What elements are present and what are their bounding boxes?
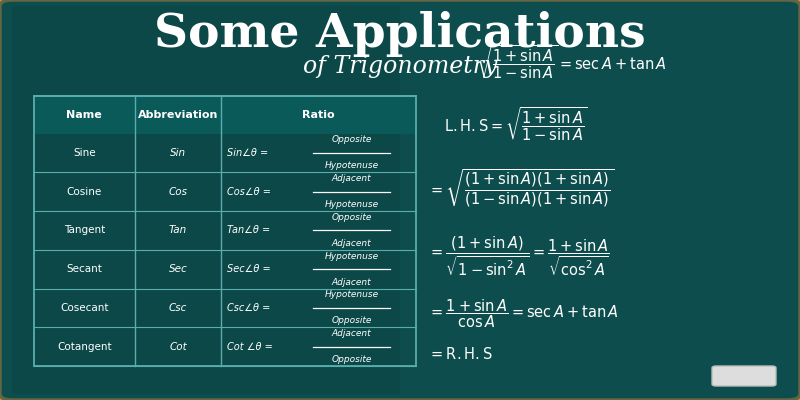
Text: $= \dfrac{(1+\sin A)}{\sqrt{1-\sin^2 A}} = \dfrac{1+\sin A}{\sqrt{\cos^2 A}}$: $= \dfrac{(1+\sin A)}{\sqrt{1-\sin^2 A}}… xyxy=(428,234,610,278)
Text: Opposite: Opposite xyxy=(331,213,371,222)
Text: Hypotenuse: Hypotenuse xyxy=(324,200,378,209)
Text: Adjacent: Adjacent xyxy=(331,329,371,338)
Text: Cot ∠θ =: Cot ∠θ = xyxy=(227,342,273,352)
Text: Sin∠θ =: Sin∠θ = xyxy=(227,148,269,158)
Text: Opposite: Opposite xyxy=(331,355,371,364)
Text: of Trigonometry: of Trigonometry xyxy=(303,54,497,78)
Text: Hypotenuse: Hypotenuse xyxy=(324,290,378,299)
Text: $= \mathrm{R.H.S}$: $= \mathrm{R.H.S}$ xyxy=(428,346,493,362)
Text: Tan: Tan xyxy=(169,225,187,235)
Text: Tan∠θ =: Tan∠θ = xyxy=(227,225,270,235)
Text: Some Applications: Some Applications xyxy=(154,11,646,57)
Text: Tangent: Tangent xyxy=(64,225,105,235)
Text: Cos∠θ =: Cos∠θ = xyxy=(227,187,271,197)
Text: $\mathrm{L.H.S} = \sqrt{\dfrac{1+\sin A}{1-\sin A}}$: $\mathrm{L.H.S} = \sqrt{\dfrac{1+\sin A}… xyxy=(444,106,588,142)
Text: Cosine: Cosine xyxy=(66,187,102,197)
FancyBboxPatch shape xyxy=(712,366,776,386)
Text: Csc∠θ =: Csc∠θ = xyxy=(227,303,270,313)
Text: Hypotenuse: Hypotenuse xyxy=(324,161,378,170)
Text: $= \dfrac{1+\sin A}{\cos A} = \sec A + \tan A$: $= \dfrac{1+\sin A}{\cos A} = \sec A + \… xyxy=(428,298,618,330)
Text: $\sqrt{\dfrac{1+\sin A}{1-\sin A}} = \sec A + \tan A$: $\sqrt{\dfrac{1+\sin A}{1-\sin A}} = \se… xyxy=(476,44,666,80)
Text: Cotangent: Cotangent xyxy=(57,342,111,352)
Text: Name: Name xyxy=(66,110,102,120)
Text: Sec: Sec xyxy=(169,264,187,274)
Text: Cos: Cos xyxy=(169,187,187,197)
Bar xyxy=(34,96,416,366)
Text: Opposite: Opposite xyxy=(331,135,371,144)
Text: Abbreviation: Abbreviation xyxy=(138,110,218,120)
Text: Secant: Secant xyxy=(66,264,102,274)
Text: Adjacent: Adjacent xyxy=(331,174,371,183)
Text: Hypotenuse: Hypotenuse xyxy=(324,252,378,261)
Text: $= \sqrt{\dfrac{(1+\sin A)(1+\sin A)}{(1-\sin A)(1+\sin A)}}$: $= \sqrt{\dfrac{(1+\sin A)(1+\sin A)}{(1… xyxy=(428,168,614,208)
Text: Opposite: Opposite xyxy=(331,316,371,326)
Text: Csc: Csc xyxy=(169,303,187,313)
Bar xyxy=(34,96,416,134)
Text: Sine: Sine xyxy=(73,148,95,158)
Text: Ratio: Ratio xyxy=(302,110,335,120)
Text: Cot: Cot xyxy=(169,342,187,352)
Text: Sec∠θ =: Sec∠θ = xyxy=(227,264,271,274)
Text: Adjacent: Adjacent xyxy=(331,239,371,248)
Text: Adjacent: Adjacent xyxy=(331,278,371,287)
Text: Cosecant: Cosecant xyxy=(60,303,109,313)
Text: Sin: Sin xyxy=(170,148,186,158)
